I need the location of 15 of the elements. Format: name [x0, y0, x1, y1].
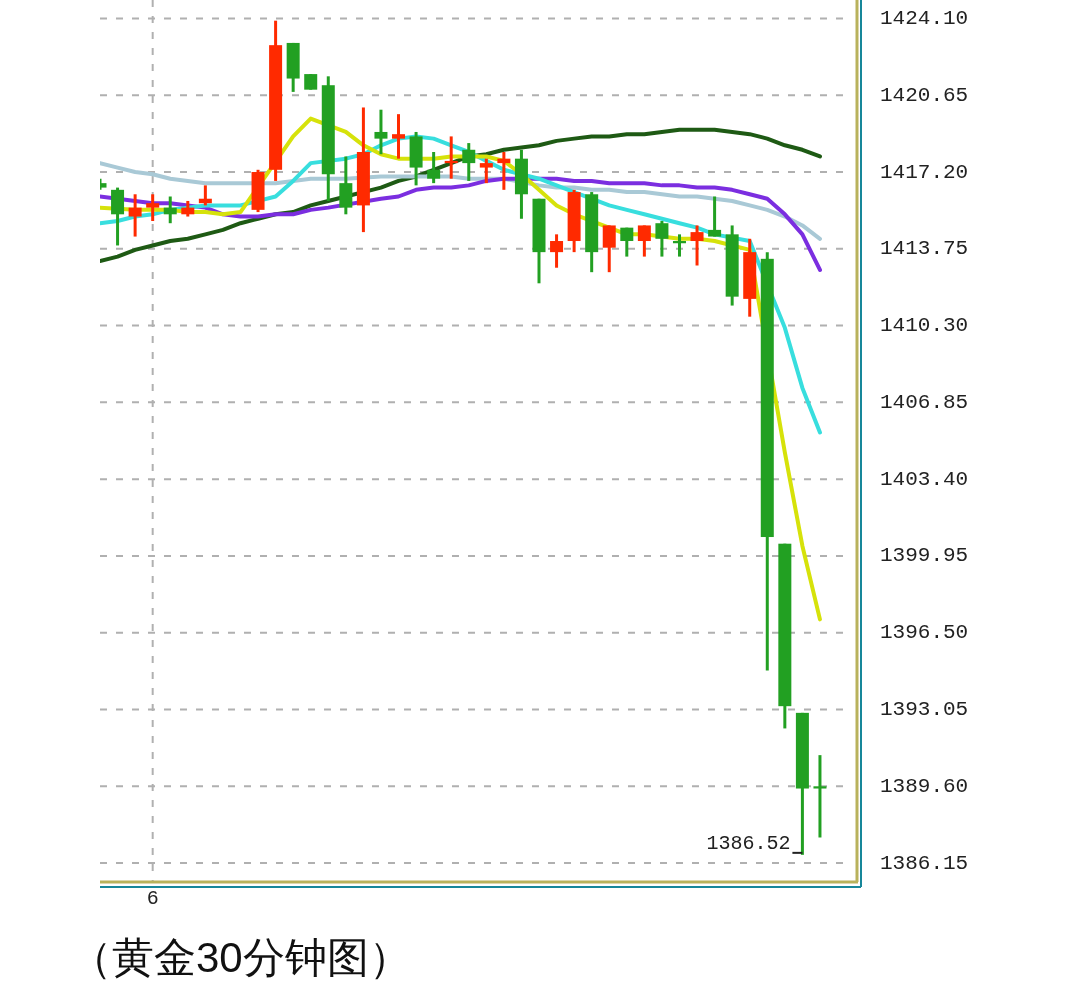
y-tick-label: 1396.50: [880, 621, 969, 645]
x-tick-label: 6: [146, 887, 159, 910]
y-tick-label: 1389.60: [880, 774, 969, 798]
y-tick-label: 1424.10: [880, 6, 969, 30]
text: （黄金30分钟图）: [70, 934, 411, 981]
y-tick-label: 1406.85: [880, 390, 969, 414]
y-tick-label: 1413.75: [880, 237, 969, 261]
y-tick-label: 1420.65: [880, 83, 969, 107]
y-tick-label: 1403.40: [880, 467, 969, 491]
y-tick-label: 1393.05: [880, 698, 969, 722]
y-tick-label: 1410.30: [880, 314, 969, 338]
y-tick-label: 1399.95: [880, 544, 969, 568]
y-tick-label: 1386.15: [880, 851, 969, 875]
annotation: 1386.52: [706, 831, 791, 855]
y-tick-label: 1417.20: [880, 160, 969, 184]
